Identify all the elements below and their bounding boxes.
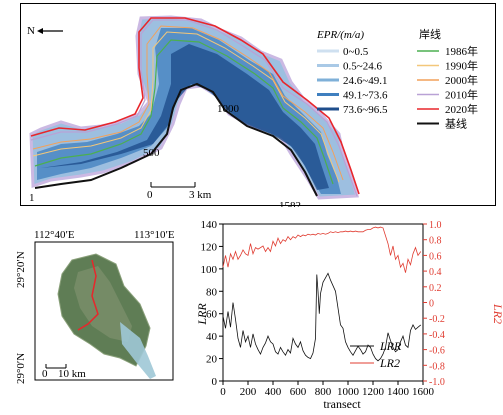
y-tick-label-right: 1.0 bbox=[429, 220, 442, 231]
north-label: N bbox=[27, 25, 35, 37]
lat-label-north: 29°20′N bbox=[15, 251, 27, 288]
shoreline-1990 bbox=[32, 31, 340, 183]
map-scalebar: 0 3 km bbox=[147, 182, 212, 201]
epr-legend: EPR/(m/a) 0~0.5 0.5~24.6 24.6~49.1 49.1~73.… bbox=[316, 29, 388, 116]
epr-legend-title: EPR/(m/a) bbox=[316, 29, 364, 41]
y-tick-label-left: 0 bbox=[212, 376, 218, 388]
satellite-svg: 112°40′E 113°10′E 29°20′N 29°0′N 0 10 km bbox=[15, 229, 175, 384]
sat-scale-start: 0 bbox=[42, 368, 48, 380]
y-tick-label-right: -0.6 bbox=[429, 346, 445, 357]
x-tick-label: 1200 bbox=[362, 386, 385, 398]
epr-legend-label: 49.1~73.6 bbox=[343, 90, 388, 102]
map-svg: N 1 500 1000 1582 0 3 km EPR/(m/a) bbox=[27, 15, 478, 212]
epr-legend-label: 24.6~49.1 bbox=[343, 75, 387, 87]
transect-label-1: 1 bbox=[29, 192, 35, 204]
water-inlet bbox=[120, 322, 156, 379]
shoreline-1986 bbox=[34, 39, 334, 185]
shoreline-change-map: N 1 500 1000 1582 0 3 km EPR/(m/a) bbox=[20, 3, 496, 212]
epr-legend-label: 0.5~24.6 bbox=[343, 61, 382, 73]
y-tick-label-right: 0.6 bbox=[429, 251, 442, 262]
x-tick-label: 0 bbox=[220, 386, 226, 398]
transect-label-1582: 1582 bbox=[279, 200, 301, 207]
shoreline-legend-label: 2010年 bbox=[445, 88, 478, 102]
lon-label-west: 112°40′E bbox=[34, 229, 75, 241]
shoreline-2000 bbox=[32, 25, 344, 181]
y-tick-label-left: 120 bbox=[201, 241, 218, 253]
chart-svg: 0 200 400 600 800 1000 1200 1400 160002040608010… bbox=[195, 219, 503, 411]
epr-legend-label: 0~0.5 bbox=[343, 46, 369, 58]
lon-label-east: 113°10′E bbox=[134, 229, 175, 241]
x-tick-label: 1000 bbox=[337, 386, 360, 398]
y-tick-label-right: 0.8 bbox=[429, 236, 442, 247]
x-tick-label: 400 bbox=[265, 386, 282, 398]
legend-label-lrr: LRR bbox=[379, 339, 402, 353]
shoreline-legend-label: 2020年 bbox=[445, 102, 478, 116]
baseline bbox=[34, 82, 318, 197]
shoreline-2010 bbox=[30, 19, 358, 197]
shoreline-legend-title: 岸线 bbox=[419, 27, 441, 41]
y-tick-label-right: 0 bbox=[429, 299, 434, 310]
y-tick-label-left: 20 bbox=[206, 354, 218, 366]
y-tick-label-right: -0.8 bbox=[429, 361, 445, 372]
island-texture bbox=[74, 266, 132, 342]
map-scale-end: 3 km bbox=[189, 189, 212, 201]
map-scale-start: 0 bbox=[147, 189, 153, 201]
study-shoreline-red bbox=[77, 259, 99, 331]
epr-legend-label: 73.6~96.5 bbox=[343, 104, 388, 116]
x-tick-label: 200 bbox=[240, 386, 257, 398]
sat-scale-end: 10 km bbox=[58, 368, 86, 380]
y-tick-label-right: -1.0 bbox=[429, 377, 445, 388]
legend-label-lr2: LR2 bbox=[379, 356, 400, 370]
y-tick-label-right: 0.2 bbox=[429, 283, 442, 294]
y-tick-label-left: 80 bbox=[206, 286, 218, 298]
y-tick-label-right: -0.4 bbox=[429, 330, 445, 341]
transect-label-500: 500 bbox=[143, 147, 160, 159]
x-tick-label: 600 bbox=[290, 386, 307, 398]
series-line-lr2 bbox=[222, 226, 422, 273]
y-tick-label-right: -0.2 bbox=[429, 314, 445, 325]
y-axis-label-left: LRR bbox=[195, 303, 209, 326]
epr-band-deep bbox=[41, 44, 329, 190]
series-line-lrr bbox=[222, 272, 422, 362]
x-tick-label: 1400 bbox=[387, 386, 410, 398]
x-axis-label: transect bbox=[323, 397, 361, 410]
north-arrow: N bbox=[27, 25, 63, 37]
north-arrow-head bbox=[37, 28, 43, 34]
satellite-scalebar: 0 10 km bbox=[42, 364, 86, 380]
shoreline-legend-label: 基线 bbox=[445, 117, 467, 131]
x-tick-label: 1600 bbox=[412, 386, 435, 398]
lrr-lr2-chart: 0 200 400 600 800 1000 1200 1400 1600 0 20 40 60 80 10… bbox=[190, 218, 503, 411]
y-tick-label-left: 40 bbox=[206, 331, 218, 343]
shoreline-2020 bbox=[30, 17, 360, 195]
satellite-inset: 112°40′E 113°10′E 29°20′N 29°0′N 0 10 km bbox=[0, 226, 185, 410]
y-tick-label-left: 100 bbox=[201, 264, 218, 276]
shoreline-legend-label: 2000年 bbox=[445, 73, 478, 87]
y-tick-label-right: 0.4 bbox=[429, 267, 442, 278]
y-tick-label-left: 60 bbox=[206, 309, 218, 321]
chart-legend: LRR LR2 bbox=[350, 339, 402, 370]
lat-label-south: 29°0′N bbox=[15, 353, 27, 384]
x-tick-label: 800 bbox=[315, 386, 332, 398]
transect-label-1000: 1000 bbox=[217, 103, 240, 115]
shoreline-legend-label: 1986年 bbox=[445, 44, 478, 58]
shoreline-legend-label: 1990年 bbox=[445, 59, 478, 73]
y-axis-label-right: LR2 bbox=[491, 303, 503, 324]
y-tick-label-left: 140 bbox=[201, 219, 218, 231]
